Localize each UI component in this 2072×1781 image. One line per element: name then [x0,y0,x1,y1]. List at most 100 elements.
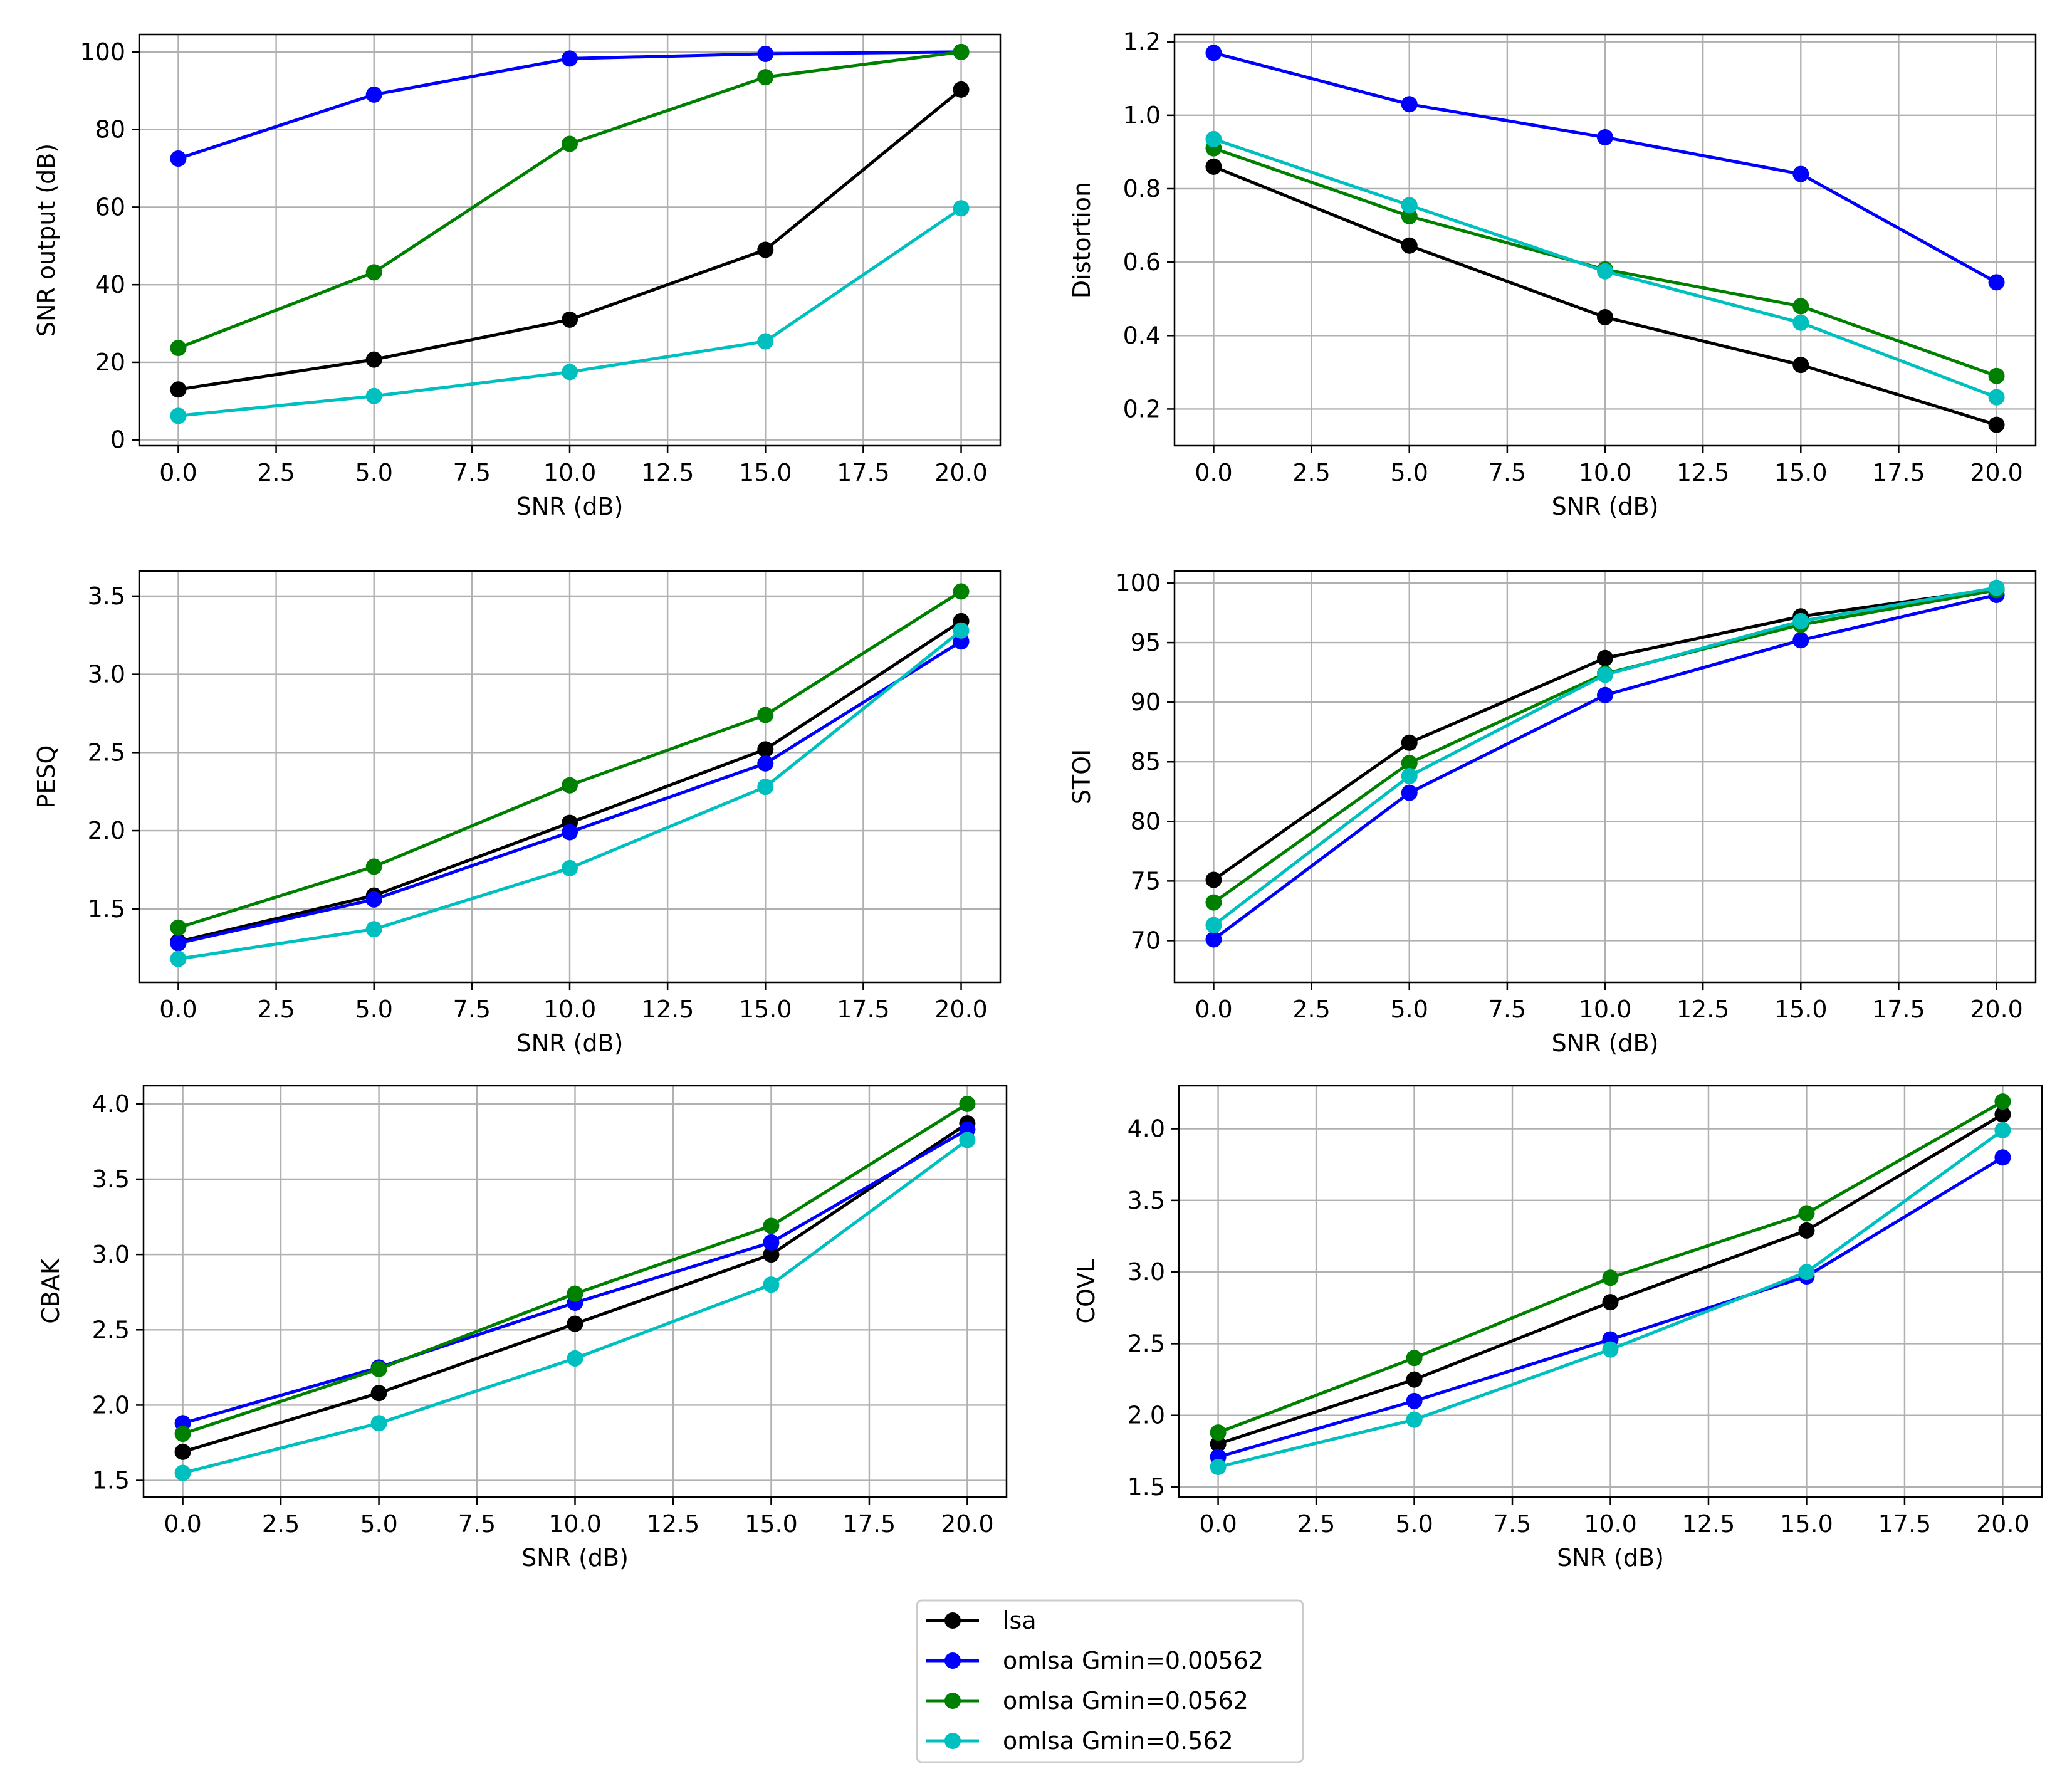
x-tick-label: 12.5 [647,1510,700,1538]
y-tick-label: 75 [1131,867,1161,895]
data-point: lsa: 31 [562,311,578,328]
data-point: omlsa Gmin=0.0562: 2.4 [1406,1350,1423,1367]
x-tick-label: 7.5 [1494,1510,1531,1538]
data-point: lsa: 13 [170,381,187,398]
data-point: omlsa Gmin=0.0562: 1.38 [170,919,187,936]
series-omlsa-0562: omlsa Gmin=0.0562: 23.7 omlsa Gmin=0.0562… [170,43,970,357]
x-tick-label: 15.0 [739,459,792,486]
chart-pesq: 0.0 2.5 5.0 7.5 10.0 12.5 15.0 17.5 20.0 1.5 2.0 2.… [33,570,1002,1057]
data-point: omlsa Gmin=0.562: 17.5 [562,364,578,381]
y-tick-label: 1.5 [1128,1473,1165,1501]
data-point: omlsa Gmin=0.00562: 1.03 [1401,96,1418,113]
data-point: omlsa Gmin=0.00562: 2.1 [1406,1392,1423,1409]
y-tick-label: 2.0 [92,1391,130,1419]
x-tick-label: 2.5 [262,1510,300,1538]
x-tick-label: 12.5 [1677,996,1730,1023]
x-tick-label: 20.0 [941,1510,994,1538]
data-point: omlsa Gmin=0.562: 3.28 [953,622,970,639]
y-tick-label: 70 [1131,927,1161,954]
data-point: omlsa Gmin=0.562: 1.55 [174,1464,191,1481]
data-point: omlsa Gmin=0.00562: 95.2 [1792,632,1809,649]
series-omlsa-0562: omlsa Gmin=0.0562: 1.81 omlsa Gmin=0.0562… [174,1095,976,1442]
axes-frame [1178,1085,2043,1498]
legend-label-omlsa-0562: omlsa Gmin=0.0562 [1003,1687,1248,1715]
y-tick-label: 2.0 [1128,1402,1165,1429]
legend-label-omlsa-00562: omlsa Gmin=0.00562 [1003,1647,1264,1674]
data-point: omlsa Gmin=0.562: 11.3 [365,387,382,404]
x-tick-label: 17.5 [843,1510,896,1538]
data-point: omlsa Gmin=0.0562: 2.74 [567,1285,583,1302]
y-tick-label: 3.5 [1128,1187,1165,1214]
x-tick-label: 2.5 [1292,996,1330,1023]
data-point: lsa: 3 [763,1246,780,1263]
data-point: omlsa Gmin=0.0562: 1.77 [365,858,382,875]
data-point: omlsa Gmin=0.0562: 0.29 [1988,367,2005,384]
series-omlsa-0562: omlsa Gmin=0.0562: 1.38 omlsa Gmin=0.0562… [170,583,970,936]
x-tick-label: 7.5 [458,1510,496,1538]
y-tick-label: 1.5 [88,895,125,923]
y-tick-label: 2.5 [88,738,125,766]
series-omlsa-00562: omlsa Gmin=0.00562: 70.1 omlsa Gmin=0.005… [1205,587,2005,948]
x-tick-label: 5.0 [355,459,393,486]
series-lsa: lsa: 0.86 lsa: 0.645 lsa: 0.45 lsa: 0.32 lsa… [1205,158,2005,433]
x-axis-label: SNR (dB) [1552,493,1659,520]
x-tick-label: 5.0 [355,996,393,1023]
data-point: lsa: 0.86 [1205,158,1222,175]
data-point: lsa: 0.645 [1401,237,1418,254]
chart-covl: 0.0 2.5 5.0 7.5 10.0 12.5 15.0 17.5 20.0 1.5 2.0 2.… [1072,1085,2043,1572]
data-point: omlsa Gmin=0.00562: 2.43 [757,755,774,772]
x-tick-label: 20.0 [1970,459,2023,486]
data-point: omlsa Gmin=0.562: 1.88 [370,1415,387,1432]
data-point: omlsa Gmin=0.562: 83.8 [1401,768,1418,785]
data-point: omlsa Gmin=0.562: 1.37 [365,921,382,938]
data-point: omlsa Gmin=0.0562: 93.5 [757,69,774,86]
x-tick-label: 2.5 [1297,1510,1335,1538]
data-point: omlsa Gmin=0.562: 1.18 [170,950,187,967]
data-point: lsa: 93.7 [1597,649,1613,666]
x-tick-label: 0.0 [159,996,197,1023]
data-point: omlsa Gmin=0.0562: 84.9 [1401,755,1418,772]
chart-stoi: 0.0 2.5 5.0 7.5 10.0 12.5 15.0 17.5 20.0 70 75 80 85… [1068,569,2037,1057]
x-tick-label: 20.0 [934,996,988,1023]
series-lsa: lsa: 75.1lsa: 86.6lsa: 93.7lsa: 97.2lsa:… [1205,581,2005,888]
x-tick-label: 20.0 [934,459,988,486]
y-tick-label: 60 [95,193,125,221]
x-tick-label: 15.0 [745,1510,798,1538]
y-tick-label: 0.4 [1123,322,1161,349]
y-axis-label: COVL [1072,1259,1100,1324]
data-point: omlsa Gmin=0.562: 2.28 [757,779,774,796]
data-point: omlsa Gmin=0.562: 92.3 [1597,666,1613,683]
data-point: omlsa Gmin=0.00562: 70.1 [1205,931,1222,948]
x-axis-label: SNR (dB) [516,1029,624,1057]
data-point: omlsa Gmin=0.562: 0.232 [1988,389,2005,406]
x-tick-label: 5.0 [1391,996,1428,1023]
data-point: omlsa Gmin=0.562: 3.99 [1994,1122,2011,1138]
x-tick-label: 10.0 [1579,459,1632,486]
data-point: lsa: 4.1 [1994,1106,2011,1123]
data-point: lsa: 2.54 [567,1315,583,1332]
x-tick-label: 10.0 [543,996,597,1023]
data-point: omlsa Gmin=0.0562: 4 [959,1095,976,1112]
data-point: lsa: 75.1 [1205,871,1222,888]
data-point: lsa: 2.79 [1602,1294,1619,1311]
data-point: omlsa Gmin=0.00562: 1.99 [562,824,578,841]
y-tick-label: 100 [80,38,125,66]
data-point: omlsa Gmin=0.562: 1.64 [1210,1459,1227,1475]
x-tick-label: 17.5 [1872,459,1925,486]
data-point: omlsa Gmin=0.562: 99.6 [1988,579,2005,596]
data-point: omlsa Gmin=0.0562: 43.2 [365,264,382,281]
x-tick-label: 5.0 [1395,1510,1433,1538]
data-point: lsa: 1.8 [1210,1436,1227,1453]
data-point: omlsa Gmin=0.0562: 3.41 [1798,1205,1815,1222]
y-axis-label: SNR output (dB) [33,144,60,337]
axes-frame [138,33,1002,447]
data-point: lsa: 2.25 [1406,1371,1423,1388]
data-point: omlsa Gmin=0.562: 25.4 [757,333,774,350]
data-point: omlsa Gmin=0.562: 2.46 [1602,1341,1619,1358]
y-axis-label: PESQ [33,745,60,809]
y-tick-label: 2.5 [92,1316,130,1343]
series-lsa: lsa: 13 lsa: 20.7 lsa: 31 lsa: 49 lsa: 90.3 [170,81,970,398]
chart-snr-output: 0.0 2.5 5.0 7.5 10.0 12.5 15.0 17.5 20.0 0 20 40 60 8… [33,33,1002,520]
x-axis-label: SNR (dB) [1557,1544,1664,1572]
